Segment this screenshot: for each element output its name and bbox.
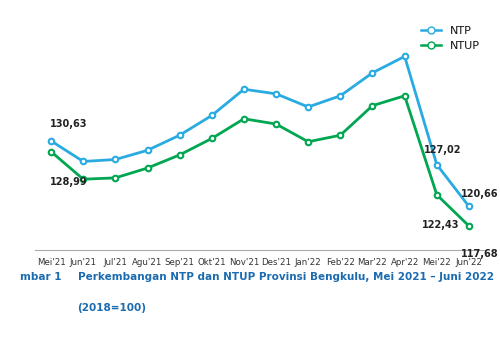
Legend: NTP, NTUP: NTP, NTUP	[416, 21, 484, 56]
Text: Perkembangan NTP dan NTUP Provinsi Bengkulu, Mei 2021 – Juni 2022: Perkembangan NTP dan NTUP Provinsi Bengk…	[78, 272, 494, 282]
Text: 128,99: 128,99	[50, 177, 87, 187]
Text: 117,68: 117,68	[461, 249, 498, 259]
Text: (2018=100): (2018=100)	[78, 303, 146, 313]
Text: 122,43: 122,43	[422, 220, 460, 230]
Text: 127,02: 127,02	[424, 145, 462, 155]
Text: 120,66: 120,66	[461, 189, 498, 198]
Text: 130,63: 130,63	[50, 119, 87, 129]
Text: mbar 1: mbar 1	[20, 272, 61, 282]
